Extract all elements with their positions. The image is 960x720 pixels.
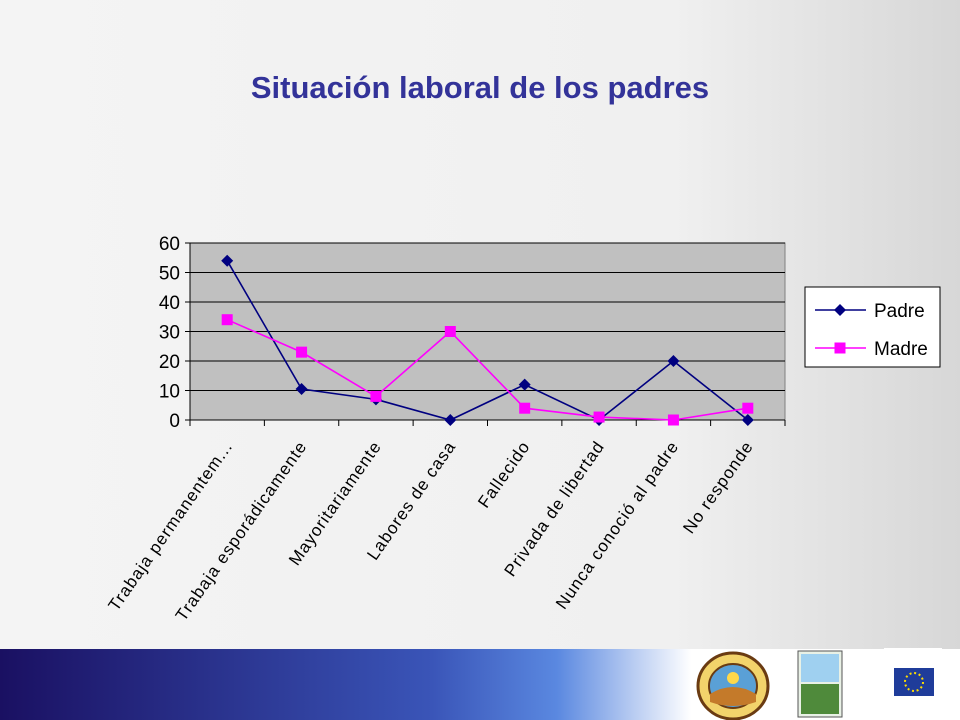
data-point-padre [221,254,234,267]
gridlines [185,242,785,421]
y-tick-label: 10 [159,382,180,403]
x-tick-labels: Trabaja permanentem...Trabaja esporádica… [105,437,758,624]
legend-marker [834,342,846,354]
x-tick-label: Trabaja permanentem... [105,437,237,614]
y-tick-label: 20 [159,352,180,373]
data-point-madre [444,326,456,337]
x-tick-label: Nunca conoció al padre [552,437,683,612]
data-point-madre [370,390,382,402]
data-point-madre [519,402,531,414]
data-point-padre [667,355,680,367]
slide-title: Situación laboral de los padres [250,70,710,105]
x-tick-label: No responde [679,437,757,537]
data-point-madre [296,346,308,358]
series-lines [221,254,754,426]
y-tick-label: 0 [169,411,180,432]
x-tick-label: Trabaja esporádicamente [172,437,311,624]
legend-label: Madre [874,339,928,360]
data-point-madre [593,411,605,423]
series-line-madre [226,318,748,421]
municipality-seal-logo [696,651,770,720]
y-tick-label: 30 [159,323,180,344]
x-tick-label: Fallecido [474,437,534,511]
line-chart: 0 10 20 30 40 50 60 Trabaja permanentem...Trab… [105,234,941,625]
y-tick-label: 60 [159,234,180,255]
data-point-madre [742,402,754,414]
legend-marker [834,304,846,316]
data-point-madre [667,414,679,426]
legend-box [804,286,941,368]
legend: Padre Madre [804,286,941,368]
urbal-europeaid-logo [884,648,942,716]
y-tick-labels: 0 10 20 30 40 50 60 [159,234,180,432]
y-tick-label: 50 [159,264,180,285]
red-14-logo [797,650,843,718]
data-point-padre [741,414,754,426]
data-point-padre [518,378,531,391]
axes [189,243,786,426]
data-point-padre [444,414,457,426]
data-point-madre [221,314,233,326]
legend-label: Padre [874,301,925,322]
series-line-padre [226,260,749,421]
y-tick-label: 40 [159,293,180,314]
data-point-padre [295,383,308,396]
